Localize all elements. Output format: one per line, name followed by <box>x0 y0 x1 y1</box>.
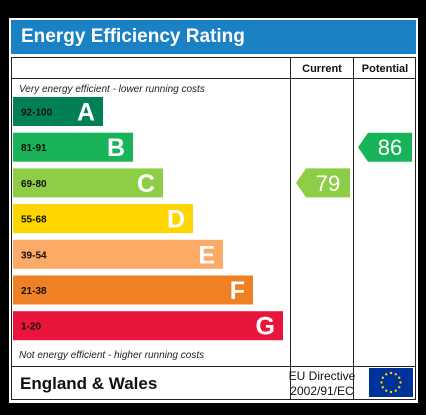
band-bar-d <box>13 204 193 234</box>
eu-star <box>389 371 393 375</box>
eu-star <box>381 376 384 379</box>
band-range-d: 55-68 <box>21 215 47 226</box>
band-letter-g: G <box>256 313 275 341</box>
band-letter-d: D <box>167 206 185 234</box>
current-column-header: Current <box>302 63 342 75</box>
band-bar-c <box>13 168 163 198</box>
eu-star <box>394 373 397 376</box>
top-note: Very energy efficient - lower running co… <box>19 84 205 95</box>
table-grid <box>11 57 416 400</box>
band-range-c: 69-80 <box>21 179 47 190</box>
band-letter-c: C <box>137 170 155 198</box>
eu-star <box>380 381 383 384</box>
directive-line-2: 2002/91/EC <box>290 384 354 398</box>
band-range-b: 81-91 <box>21 143 47 154</box>
chart-title: Energy Efficiency Rating <box>21 26 245 47</box>
potential-column-header: Potential <box>362 63 408 75</box>
band-bar-f <box>13 275 253 305</box>
band-range-f: 21-38 <box>21 286 47 297</box>
eu-star <box>394 389 397 392</box>
band-letter-b: B <box>107 134 125 162</box>
bottom-note: Not energy efficient - higher running co… <box>19 350 204 361</box>
eu-star <box>399 381 402 384</box>
band-bar-g <box>13 311 283 341</box>
band-bar-e <box>13 239 223 269</box>
band-bar-b <box>13 132 133 162</box>
band-range-a: 92-100 <box>21 108 53 119</box>
band-range-g: 1-20 <box>21 322 41 333</box>
band-range-e: 39-54 <box>21 250 47 261</box>
eu-star <box>381 386 384 389</box>
eu-star <box>389 390 393 394</box>
eu-star <box>398 376 401 379</box>
title-bar: Energy Efficiency Rating <box>11 20 416 54</box>
band-bar-a <box>13 97 103 126</box>
band-letter-a: A <box>77 99 95 127</box>
current-rating-arrow <box>296 168 350 198</box>
eu-flag-icon <box>369 368 413 397</box>
potential-rating-arrow <box>358 132 412 162</box>
region-label: England & Wales <box>20 374 157 393</box>
directive-line-1: EU Directive <box>289 369 356 383</box>
eu-star <box>385 389 388 392</box>
rating-arrows: 79 86 <box>296 132 412 198</box>
eu-star <box>398 386 401 389</box>
band-letter-f: F <box>230 277 245 305</box>
eu-star <box>385 373 388 376</box>
rating-bands: 92-100 A 81-91 B 69-80 C 55-68 D 39-54 E 21-38 F 1-2… <box>13 97 283 341</box>
current-rating-value: 79 <box>316 171 340 196</box>
band-letter-e: E <box>198 241 215 269</box>
potential-rating-value: 86 <box>378 135 402 160</box>
